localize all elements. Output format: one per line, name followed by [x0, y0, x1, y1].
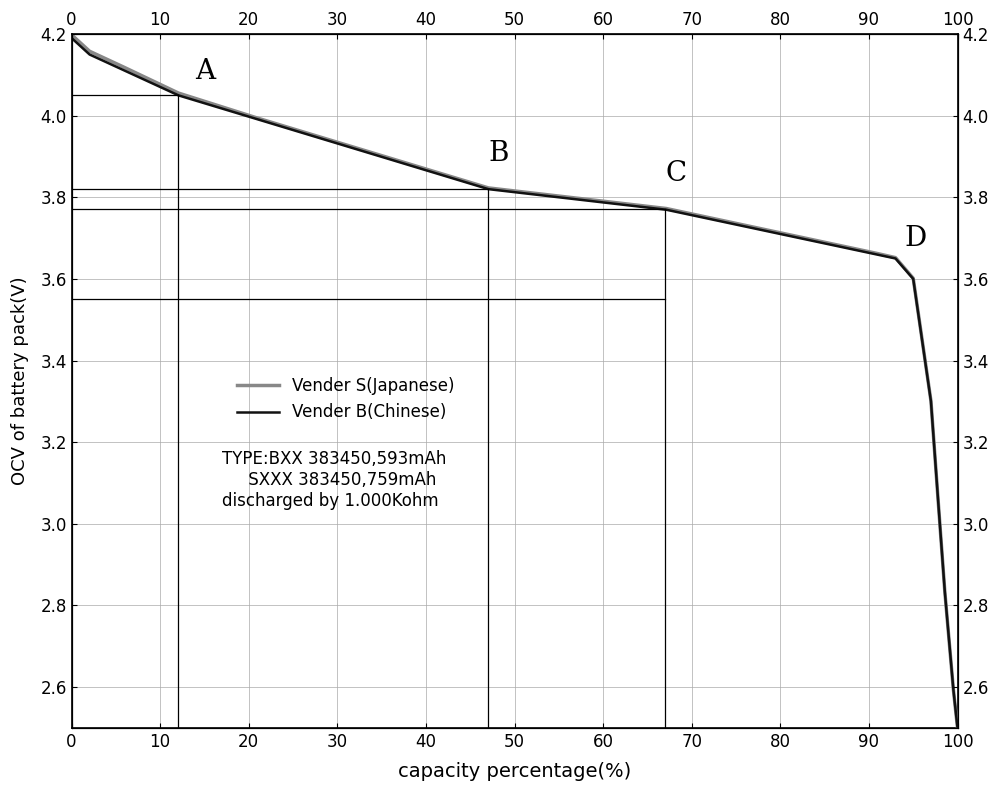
Text: B: B [488, 139, 508, 166]
X-axis label: capacity percentage(%): capacity percentage(%) [398, 762, 631, 781]
Y-axis label: OCV of battery pack(V): OCV of battery pack(V) [11, 276, 29, 485]
Text: TYPE:BXX 383450,593mAh
     SXXX 383450,759mAh
discharged by 1.000Kohm: TYPE:BXX 383450,593mAh SXXX 383450,759mA… [222, 451, 447, 510]
Text: C: C [665, 160, 686, 187]
Text: A: A [196, 58, 216, 85]
Text: D: D [904, 225, 927, 252]
Legend: Vender S(Japanese), Vender B(Chinese): Vender S(Japanese), Vender B(Chinese) [231, 371, 461, 428]
